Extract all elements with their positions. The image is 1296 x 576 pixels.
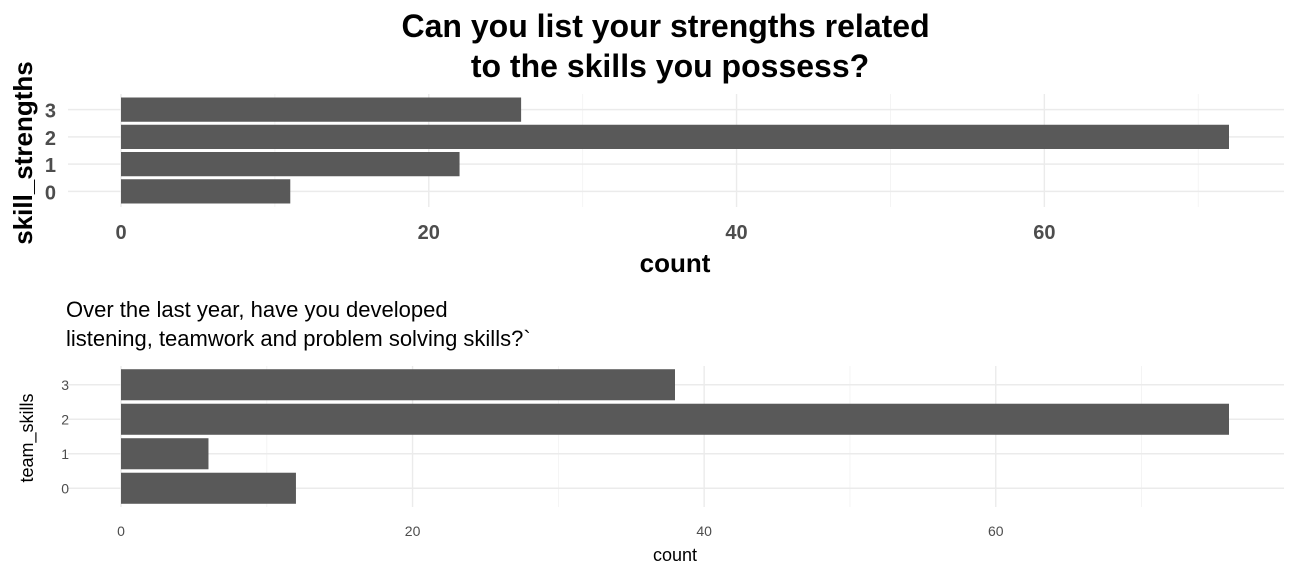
x-axis-label: count	[653, 545, 697, 565]
y-axis-label: skill_strengths	[8, 61, 38, 245]
y-tick-label: 1	[61, 446, 69, 462]
chart-panel-skill-strengths: Can you list your strengths related to t…	[8, 8, 1284, 278]
chart-title: Can you list your strengths related to t…	[402, 8, 939, 84]
y-tick-labels: 0 1 2 3	[45, 101, 56, 205]
bar-0	[121, 179, 291, 204]
y-tick-label: 0	[45, 182, 56, 204]
y-tick-label: 1	[45, 155, 56, 177]
chart-title: Over the last year, have you developed l…	[66, 297, 531, 351]
x-tick-label: 60	[988, 523, 1004, 539]
bar-1	[121, 151, 460, 177]
x-tick-labels: 0 20 40 60	[115, 222, 1055, 244]
x-tick-label: 20	[418, 222, 440, 244]
y-tick-label: 2	[45, 128, 56, 150]
x-tick-label: 0	[115, 222, 126, 244]
x-tick-label: 40	[725, 222, 747, 244]
bars	[121, 369, 1229, 504]
chart-panel-team-skills: Over the last year, have you developed l…	[17, 297, 1284, 565]
x-tick-label: 0	[117, 523, 125, 539]
chart-title-line-2: to the skills you possess?	[471, 48, 869, 84]
y-tick-label: 3	[61, 377, 69, 393]
chart-title-line-1: Can you list your strengths related	[402, 8, 930, 44]
y-tick-label: 0	[61, 480, 69, 496]
x-axis-label: count	[640, 248, 711, 278]
y-tick-label: 3	[45, 101, 56, 123]
y-axis-label: team_skills	[17, 393, 38, 482]
bar-0	[121, 472, 296, 504]
x-tick-label: 20	[405, 523, 421, 539]
chart-title-line-2: listening, teamwork and problem solving …	[66, 326, 531, 351]
x-tick-label: 40	[696, 523, 712, 539]
bars	[121, 97, 1229, 204]
chart-title-line-1: Over the last year, have you developed	[66, 297, 448, 322]
bar-2	[121, 403, 1229, 435]
bar-3	[121, 369, 675, 401]
x-tick-labels: 0 20 40 60	[117, 523, 1004, 539]
y-tick-labels: 0 1 2 3	[61, 377, 69, 497]
bar-3	[121, 97, 522, 122]
y-tick-label: 2	[61, 411, 69, 427]
bar-2	[121, 124, 1229, 150]
bar-1	[121, 438, 209, 470]
x-tick-label: 60	[1033, 222, 1055, 244]
